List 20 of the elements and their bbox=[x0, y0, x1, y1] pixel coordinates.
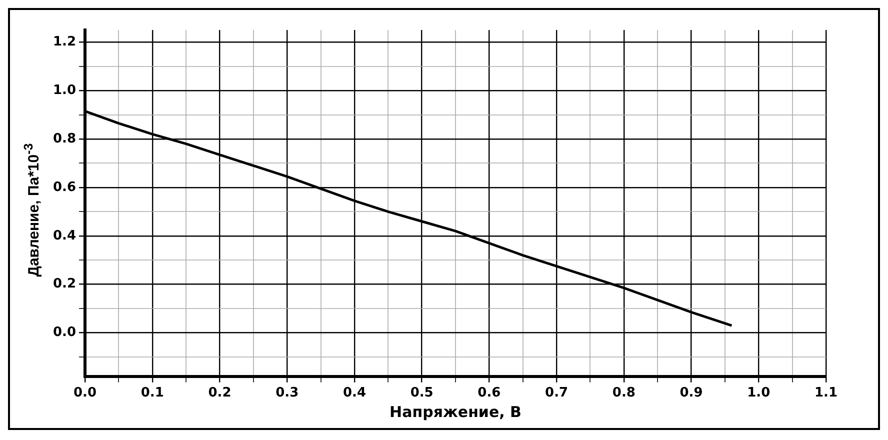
y-tick-label: 1.2 bbox=[53, 34, 76, 50]
x-tick-label: 1.1 bbox=[814, 386, 838, 401]
y-tick-label: 0.2 bbox=[53, 276, 76, 292]
x-axis-title: Напряжение, В bbox=[390, 402, 522, 421]
y-tick-label: 0.6 bbox=[53, 180, 76, 195]
x-tick-label: 0.4 bbox=[342, 386, 366, 401]
y-tick-label: 0.8 bbox=[53, 131, 76, 146]
x-tick-label: 0.6 bbox=[478, 386, 501, 401]
y-tick-label: 0.0 bbox=[53, 325, 76, 340]
x-tick-label: 0.8 bbox=[612, 386, 636, 401]
x-tick-label: 0.5 bbox=[410, 386, 434, 401]
x-tick-label: 0.0 bbox=[74, 386, 97, 401]
x-tick-label: 0.2 bbox=[208, 386, 232, 401]
x-tick-label: 1.0 bbox=[747, 386, 770, 401]
y-tick-label: 0.4 bbox=[53, 228, 76, 244]
y-tick-label: 1.0 bbox=[53, 82, 76, 98]
x-tick-label: 0.7 bbox=[545, 386, 568, 401]
x-tick-label: 0.3 bbox=[276, 386, 299, 401]
x-tick-label: 0.9 bbox=[680, 386, 703, 401]
x-tick-label: 0.1 bbox=[140, 386, 164, 401]
